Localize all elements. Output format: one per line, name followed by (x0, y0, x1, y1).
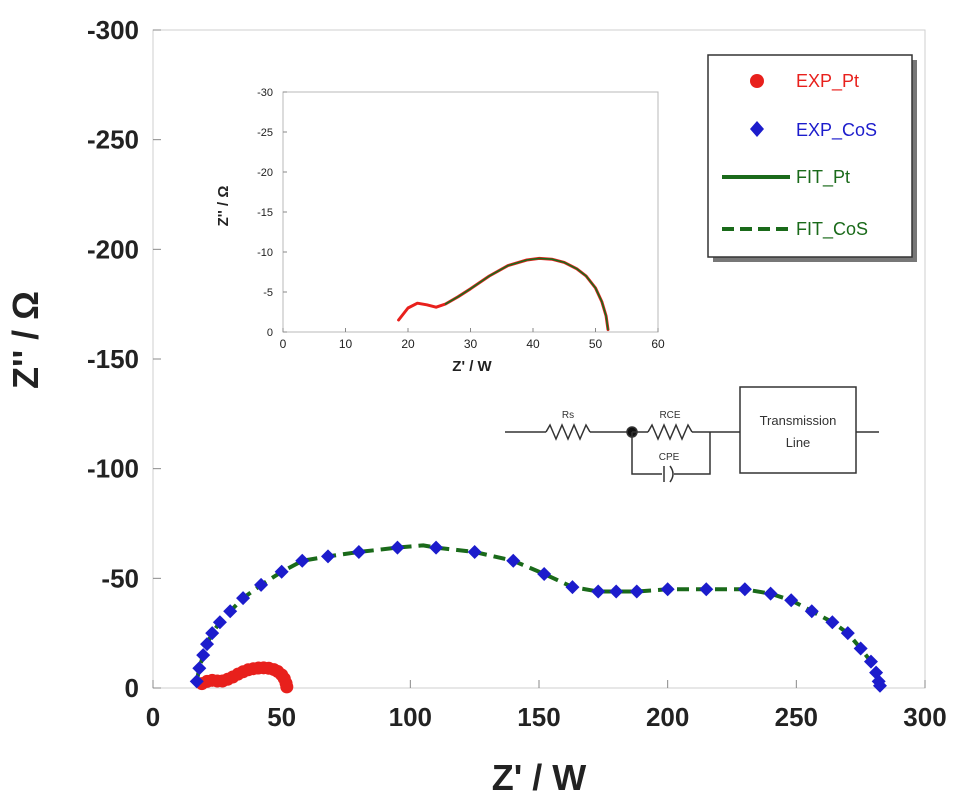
legend-label-exp-pt: EXP_Pt (796, 71, 859, 92)
cpe-branch-wire (631, 432, 662, 475)
equivalent-circuit (505, 386, 879, 483)
x-tick-label: 0 (146, 702, 160, 732)
y-tick-label: -250 (87, 125, 139, 155)
rce-resistor (647, 423, 693, 441)
y-axis-label: Z'' / Ω (5, 291, 46, 389)
data-point-exp-cos (609, 584, 624, 599)
data-point-exp-cos (863, 654, 878, 669)
legend-box (707, 54, 913, 258)
inset-x-tick-label: 20 (401, 337, 415, 351)
data-point-exp-cos (629, 584, 644, 599)
data-point-exp-cos (192, 661, 207, 676)
rs-label: Rs (562, 410, 574, 421)
inset-series-line-fit-pt (444, 257, 609, 331)
data-point-exp-cos (320, 549, 335, 564)
x-tick-label: 150 (517, 702, 560, 732)
rce-label: RCE (659, 410, 680, 421)
y-tick-label: -300 (87, 15, 139, 45)
data-point-exp-cos (872, 678, 887, 693)
inset-series-group (397, 256, 610, 332)
legend-label-fit-pt: FIT_Pt (796, 167, 850, 188)
inset-x-tick-label: 0 (280, 337, 287, 351)
data-point-exp-cos (804, 604, 819, 619)
inset-axis-ticks: 0 10 20 30 40 50 60 0 -5 -10 -15 -20 -25 -30 (257, 87, 665, 351)
cpe-label: CPE (659, 452, 680, 463)
data-point-exp-cos (506, 553, 521, 568)
inset-y-tick-label: -5 (263, 287, 273, 299)
rs-resistor (545, 423, 591, 441)
legend-label-fit-cos: FIT_CoS (796, 219, 868, 240)
data-point-exp-cos (840, 626, 855, 641)
inset-x-tick-label: 30 (464, 337, 478, 351)
data-point-exp-cos (196, 648, 211, 663)
data-point-exp-cos (200, 637, 215, 652)
data-point-exp-cos (660, 582, 675, 597)
main-series-group (189, 540, 887, 694)
inset-x-tick-label: 10 (339, 337, 353, 351)
legend-label-exp-cos: EXP_CoS (796, 120, 877, 141)
y-tick-label: -200 (87, 234, 139, 264)
data-point-exp-cos (467, 545, 482, 560)
cpe-plate-right (669, 465, 674, 483)
y-tick-label: 0 (125, 673, 139, 703)
data-point-exp-cos (565, 580, 580, 595)
data-point-exp-cos (274, 564, 289, 579)
data-point-exp-cos (763, 586, 778, 601)
data-point-exp-cos (223, 604, 238, 619)
data-point-exp-cos (351, 545, 366, 560)
legend-marker-exp-cos (750, 121, 764, 137)
inset-y-tick-label: -30 (257, 87, 273, 99)
data-point-exp-cos (205, 626, 220, 641)
inset-y-tick-label: -25 (257, 127, 273, 139)
inset-plot: 0 10 20 30 40 50 60 0 -5 -10 -15 -20 -25 -30 Z' / W Z… (215, 87, 665, 375)
inset-x-tick-label: 50 (589, 337, 603, 351)
series-line-fit-cos (194, 543, 882, 687)
data-point-exp-cos (429, 540, 444, 555)
data-point-exp-cos (295, 553, 310, 568)
y-tick-label: -100 (87, 454, 139, 484)
main-axis-ticks: 0 50 100 150 200 250 3000-50-100-150-200-250-3… (87, 15, 947, 732)
data-point-exp-cos (591, 584, 606, 599)
y-tick-label: -150 (87, 344, 139, 374)
data-point-exp-cos (699, 582, 714, 597)
inset-y-tick-label: 0 (267, 327, 273, 339)
x-tick-label: 250 (775, 702, 818, 732)
data-point-exp-cos (212, 615, 227, 630)
cpe-branch-return (674, 432, 711, 475)
data-point-exp-pt (280, 680, 294, 694)
inset-x-tick-label: 60 (651, 337, 665, 351)
data-point-exp-cos (390, 540, 405, 555)
data-point-exp-cos (189, 674, 204, 689)
data-point-exp-cos (737, 582, 752, 597)
inset-y-tick-label: -20 (257, 167, 273, 179)
x-tick-label: 200 (646, 702, 689, 732)
data-point-exp-cos (825, 615, 840, 630)
legend-marker-exp-pt (750, 74, 764, 88)
legend: EXP_Pt EXP_CoS FIT_Pt FIT_CoS (707, 54, 917, 262)
x-tick-label: 100 (389, 702, 432, 732)
x-tick-label: 300 (903, 702, 946, 732)
data-point-exp-cos (254, 577, 269, 592)
transmission-line-label-2: Line (786, 435, 811, 450)
transmission-line-label-1: Transmission (760, 413, 837, 428)
data-point-exp-cos (784, 593, 799, 608)
data-point-exp-cos (236, 591, 251, 606)
data-point-exp-cos (853, 641, 868, 656)
x-axis-label: Z' / W (492, 757, 587, 798)
data-point-exp-cos (537, 566, 552, 581)
transmission-line-box (739, 386, 857, 474)
inset-x-tick-label: 40 (526, 337, 540, 351)
inset-plot-frame (282, 91, 659, 333)
y-tick-label: -50 (101, 563, 139, 593)
inset-y-axis-label: Z'' / Ω (215, 186, 232, 227)
x-tick-label: 50 (267, 702, 296, 732)
inset-x-axis-label: Z' / W (452, 358, 492, 375)
inset-y-tick-label: -10 (257, 247, 273, 259)
inset-y-tick-label: -15 (257, 207, 273, 219)
